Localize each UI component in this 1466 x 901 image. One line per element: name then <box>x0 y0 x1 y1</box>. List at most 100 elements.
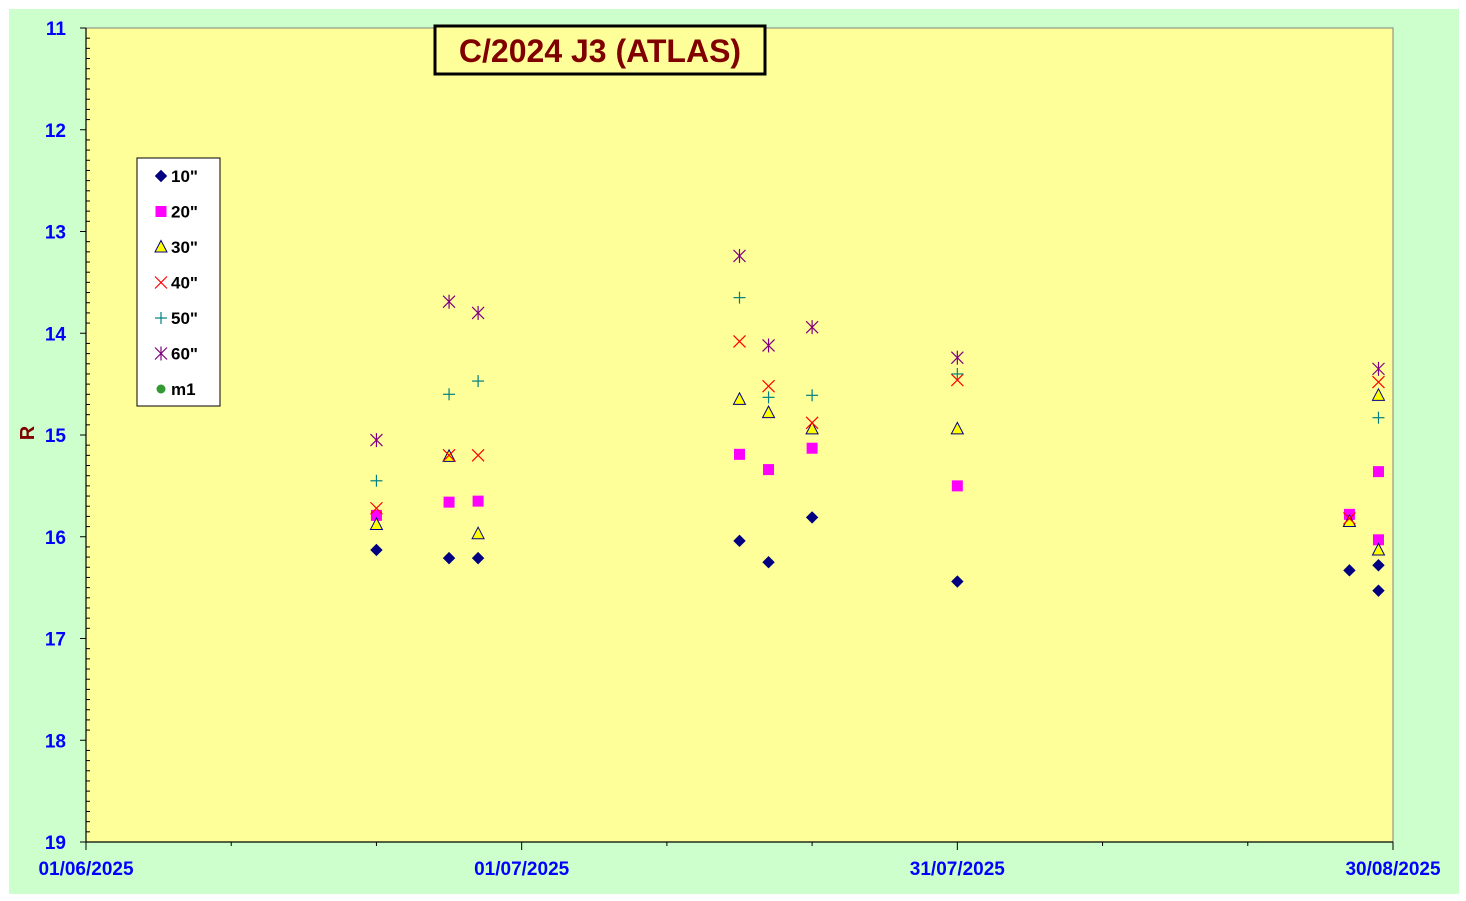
data-point <box>951 575 964 588</box>
chart-title: C/2024 J3 (ATLAS) <box>459 33 741 69</box>
series-6 <box>370 248 1385 448</box>
plot-area <box>85 27 1394 843</box>
data-point <box>734 448 745 460</box>
data-point <box>369 516 384 531</box>
data-points <box>369 248 1386 597</box>
data-point <box>805 511 819 524</box>
data-point <box>762 555 775 569</box>
data-point <box>950 421 965 435</box>
x-tick-label: 31/07/2025 <box>910 859 1006 880</box>
legend-marker <box>156 384 166 394</box>
legend-item: 20" <box>155 203 198 222</box>
legend-marker <box>154 239 168 253</box>
y-tick-label: 14 <box>45 324 67 345</box>
legend-item: 60" <box>154 345 198 364</box>
data-point <box>472 495 484 507</box>
y-tick-label: 17 <box>45 630 66 651</box>
data-point <box>805 320 819 335</box>
series-5 <box>370 291 1385 487</box>
legend-label: 30" <box>171 238 198 257</box>
legend-items: 10" 20" 30" 40" 50" 60" m1 <box>154 167 198 399</box>
data-point <box>442 294 456 309</box>
data-point <box>733 248 746 263</box>
y-tick-label: 15 <box>45 426 67 447</box>
data-point <box>472 375 485 388</box>
data-point <box>1372 584 1385 597</box>
data-point <box>763 464 775 476</box>
data-point <box>762 338 775 353</box>
data-point <box>471 448 485 462</box>
data-point <box>1372 466 1384 478</box>
data-point <box>806 389 819 402</box>
data-point <box>950 350 964 365</box>
data-point <box>733 334 746 348</box>
data-point <box>1372 361 1385 376</box>
y-tick-label: 12 <box>45 121 66 142</box>
axes: 11 12 13 14 15 16 17 18 19 01/06/2025 01/07/2025 31… <box>38 19 1441 880</box>
data-point <box>1371 542 1386 556</box>
y-tick-label: 16 <box>45 528 66 549</box>
y-tick-label: 18 <box>45 731 66 752</box>
data-point <box>762 379 775 393</box>
data-point <box>442 551 456 565</box>
legend-item: m1 <box>156 380 196 399</box>
x-tick-label: 01/06/2025 <box>38 859 134 880</box>
x-tick-label: 30/08/2025 <box>1345 859 1441 880</box>
legend-box <box>136 157 221 407</box>
legend-label: 40" <box>171 274 198 293</box>
data-point <box>370 501 383 515</box>
data-point <box>471 305 485 320</box>
data-point <box>1343 512 1356 525</box>
data-point <box>471 526 485 540</box>
data-point <box>471 551 485 565</box>
legend-marker <box>155 206 167 217</box>
data-point <box>806 442 818 454</box>
data-point <box>370 474 383 487</box>
data-point <box>1372 534 1384 546</box>
legend-marker <box>154 346 168 361</box>
data-point <box>442 448 456 462</box>
data-point <box>443 388 456 401</box>
data-point <box>1343 564 1356 577</box>
data-point <box>443 496 455 508</box>
legend-item: 10" <box>154 167 198 186</box>
data-point <box>762 391 775 404</box>
series-1 <box>370 511 1385 597</box>
y-axis-title: R <box>17 425 39 440</box>
data-point <box>805 416 819 430</box>
data-point <box>1372 375 1385 389</box>
legend-marker <box>154 276 168 289</box>
data-point <box>733 291 746 304</box>
chart-title-box: C/2024 J3 (ATLAS) <box>433 24 767 76</box>
legend-label: m1 <box>171 380 196 399</box>
y-tick-label: 13 <box>45 223 66 244</box>
legend-item: 30" <box>154 238 198 257</box>
data-point <box>951 367 964 380</box>
series-4 <box>370 334 1385 525</box>
data-point <box>951 480 963 492</box>
legend-marker <box>155 312 167 324</box>
legend-label: 10" <box>171 167 198 186</box>
data-point <box>370 433 383 448</box>
legend-label: 60" <box>171 345 198 364</box>
data-point <box>1372 559 1385 572</box>
legend-label: 50" <box>171 309 198 328</box>
legend-item: 50" <box>155 309 198 328</box>
data-point <box>761 405 776 419</box>
y-tick-label: 19 <box>45 833 66 854</box>
legend-marker <box>154 169 168 183</box>
legend-label: 20" <box>171 203 198 222</box>
data-point <box>370 543 383 557</box>
data-point <box>732 391 747 405</box>
data-point <box>1371 387 1386 401</box>
legend-item: 40" <box>154 274 198 293</box>
data-point <box>805 421 819 435</box>
legend: 10" 20" 30" 40" 50" 60" m1 <box>136 157 221 407</box>
data-point <box>370 509 382 521</box>
data-point <box>1372 411 1385 424</box>
x-tick-label: 01/07/2025 <box>474 859 570 880</box>
data-point <box>950 373 964 387</box>
data-point <box>733 534 746 548</box>
y-tick-label: 11 <box>46 19 67 40</box>
